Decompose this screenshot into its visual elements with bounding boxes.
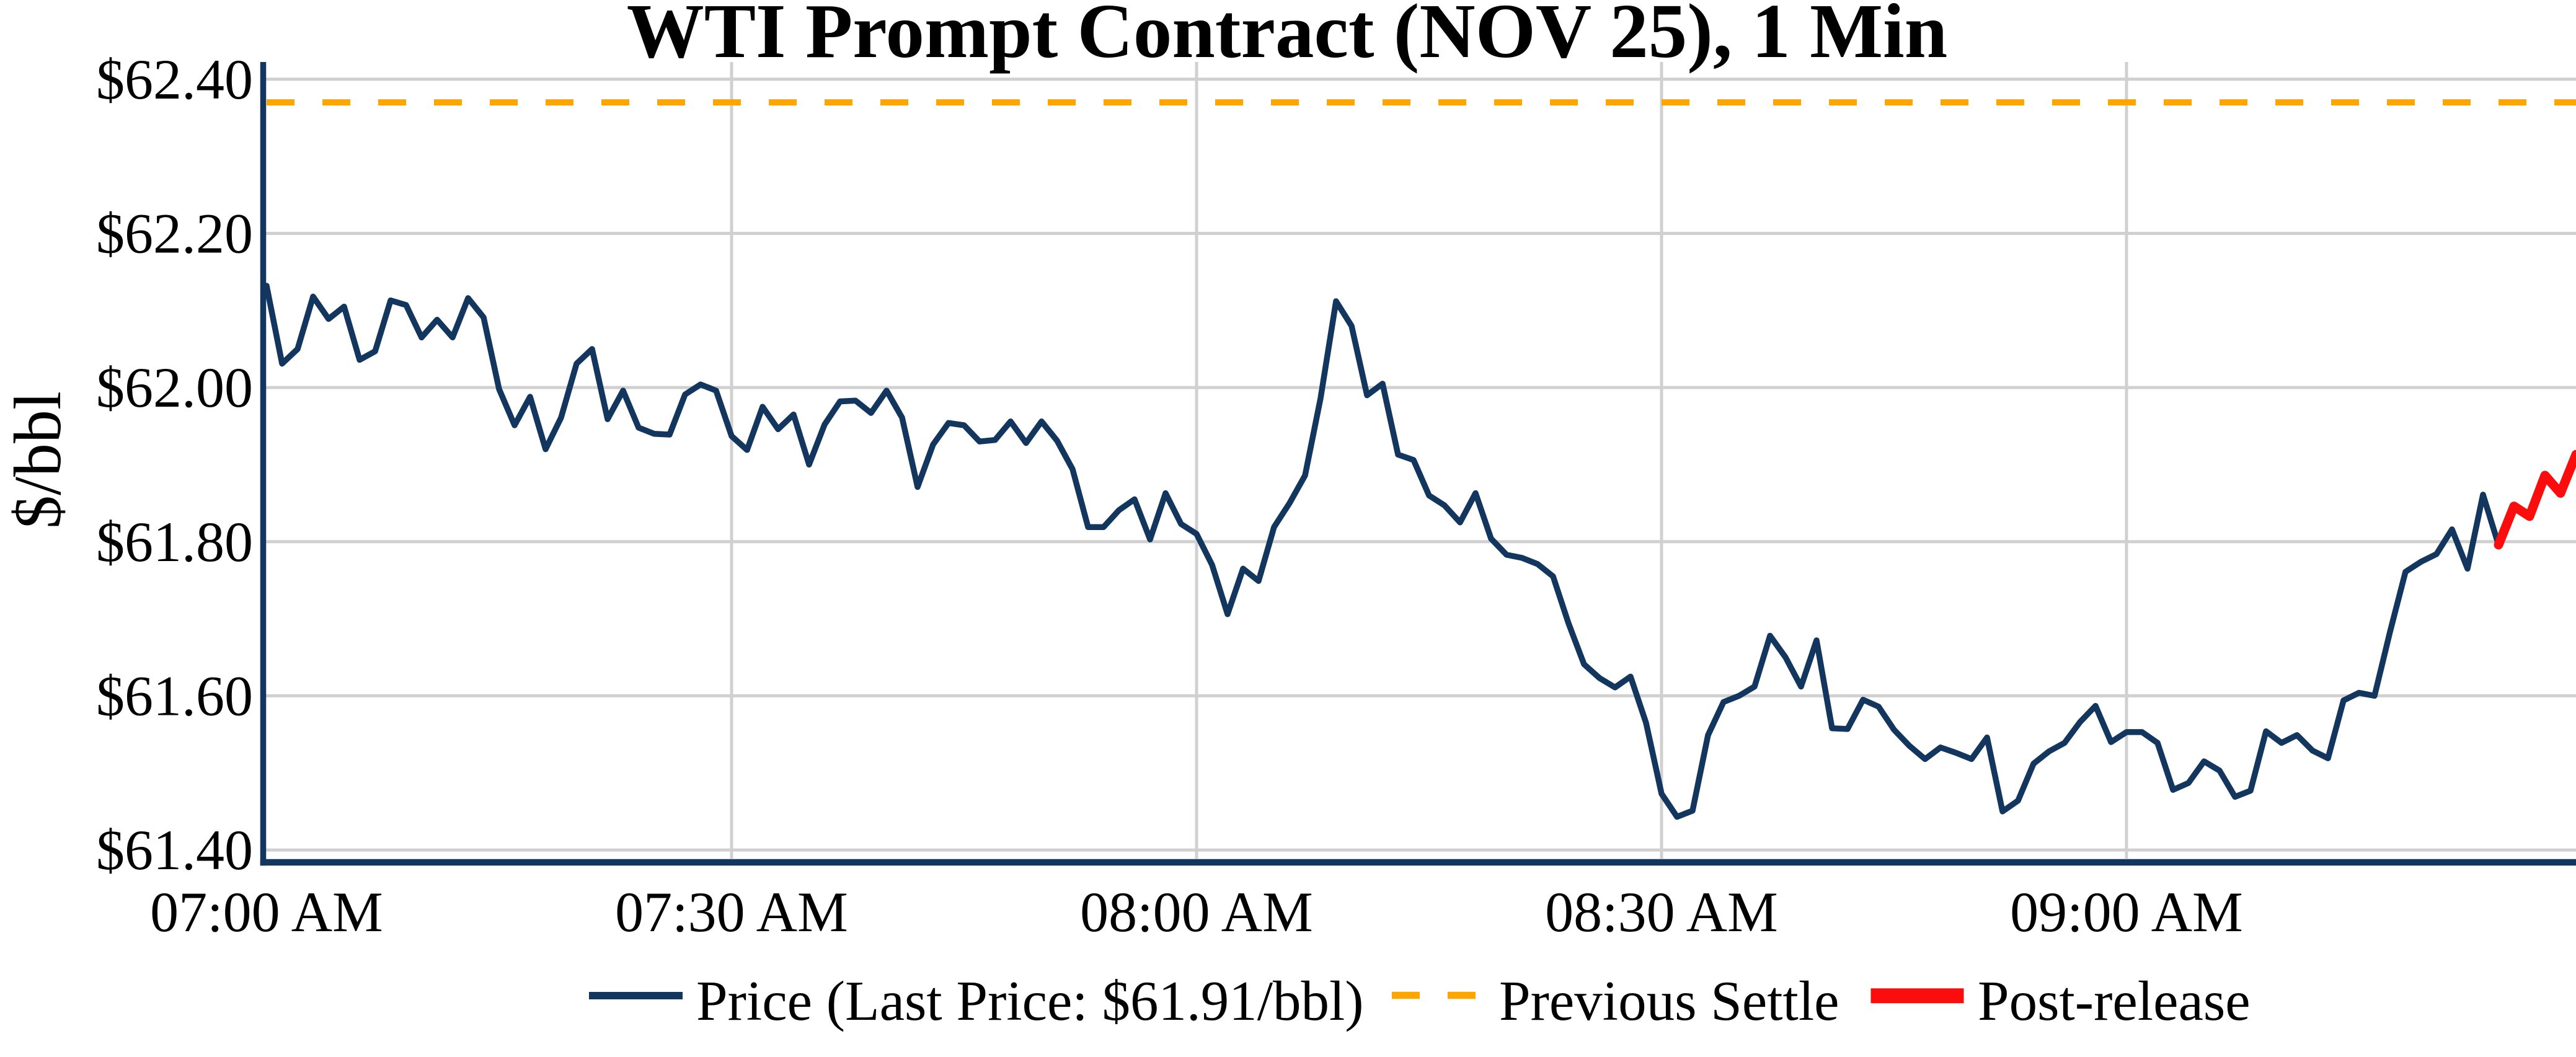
svg-text:$61.60: $61.60 [96, 664, 253, 727]
svg-text:08:30 AM: 08:30 AM [1545, 880, 1778, 944]
svg-text:Price (Last Price: $61.91/bbl): Price (Last Price: $61.91/bbl) [696, 970, 1364, 1032]
svg-text:08:00 AM: 08:00 AM [1080, 880, 1313, 944]
svg-text:07:30 AM: 07:30 AM [615, 880, 848, 944]
svg-text:$62.00: $62.00 [96, 356, 253, 419]
svg-text:Previous Settle: Previous Settle [1499, 970, 1839, 1032]
svg-text:WTI Prompt Contract (NOV 25),: WTI Prompt Contract (NOV 25), 1 Min [627, 0, 1948, 74]
svg-text:$62.20: $62.20 [96, 202, 253, 265]
svg-text:$61.40: $61.40 [96, 818, 253, 882]
svg-text:$/bbl: $/bbl [1, 391, 75, 529]
svg-text:$61.80: $61.80 [96, 510, 253, 573]
svg-text:$62.40: $62.40 [96, 48, 253, 111]
svg-text:Post-release: Post-release [1978, 970, 2251, 1032]
svg-text:07:00 AM: 07:00 AM [150, 880, 383, 944]
svg-text:09:00 AM: 09:00 AM [2010, 880, 2243, 944]
